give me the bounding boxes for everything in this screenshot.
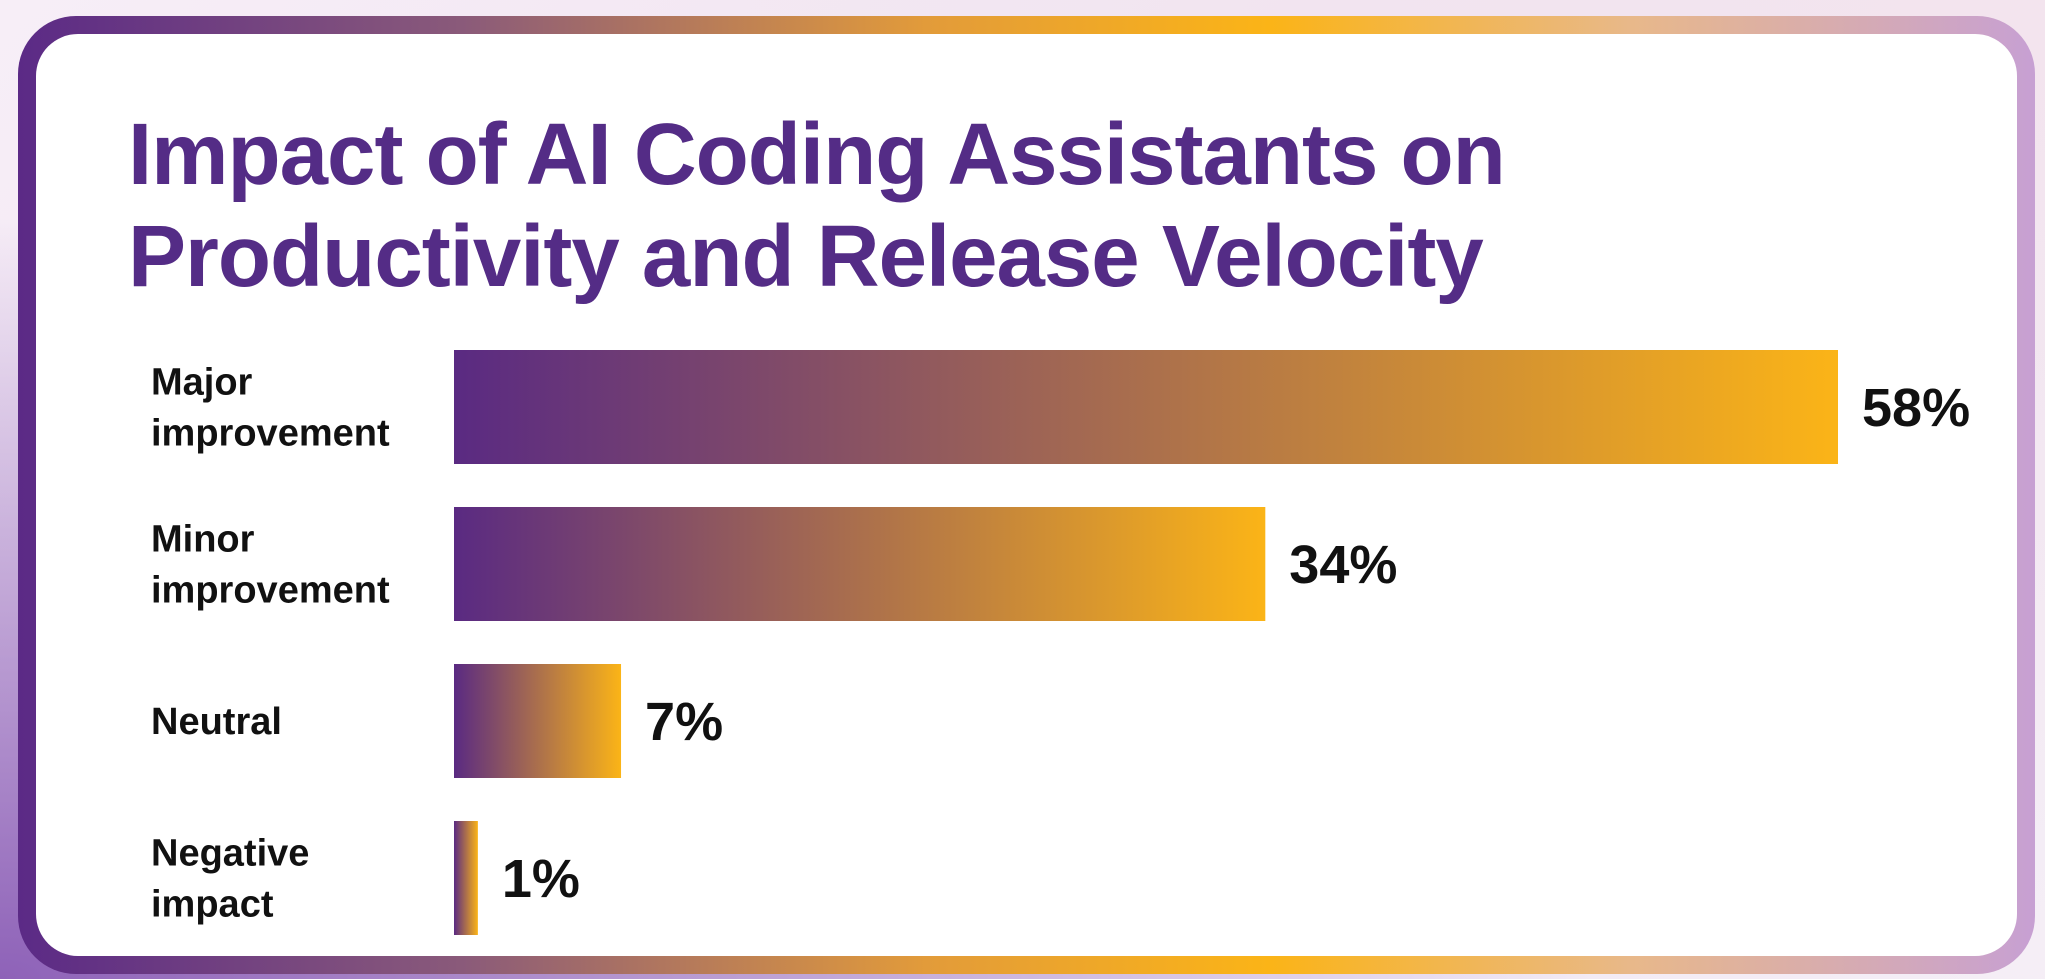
value-label-3: 1% (502, 849, 580, 909)
chart-card: Impact of AI Coding Assistants on Produc… (36, 34, 2017, 956)
chart-title-line-2: Productivity and Release Velocity (128, 208, 1484, 305)
bar-chart: Major improvement 58% Minor improvement 34% Ne… (151, 350, 1970, 935)
card-gradient-border: Impact of AI Coding Assistants on Produc… (18, 16, 2035, 974)
bar-2 (454, 664, 622, 778)
bars-group: Major improvement 58% Minor improvement 34% Ne… (151, 350, 1970, 935)
category-label-line: improvement (151, 413, 390, 455)
bar-3 (454, 821, 478, 935)
value-label-0: 58% (1862, 378, 1970, 438)
bar-1 (454, 507, 1266, 621)
value-label-2: 7% (645, 692, 723, 752)
chart-title-line-1: Impact of AI Coding Assistants on (128, 106, 1506, 203)
category-label-line: Minor (151, 519, 255, 561)
category-label-3: Negative impact (151, 833, 309, 926)
category-label-line: Negative (151, 833, 309, 875)
category-label-0: Major improvement (151, 362, 390, 455)
category-label-2: Neutral (151, 701, 282, 743)
bar-0 (454, 350, 1838, 464)
value-label-1: 34% (1289, 535, 1397, 595)
category-label-line: impact (151, 884, 274, 926)
category-label-line: improvement (151, 570, 390, 612)
category-label-line: Neutral (151, 701, 282, 743)
category-label-line: Major (151, 362, 253, 404)
chart-title: Impact of AI Coding Assistants on Produc… (128, 104, 1928, 308)
category-label-1: Minor improvement (151, 519, 390, 612)
